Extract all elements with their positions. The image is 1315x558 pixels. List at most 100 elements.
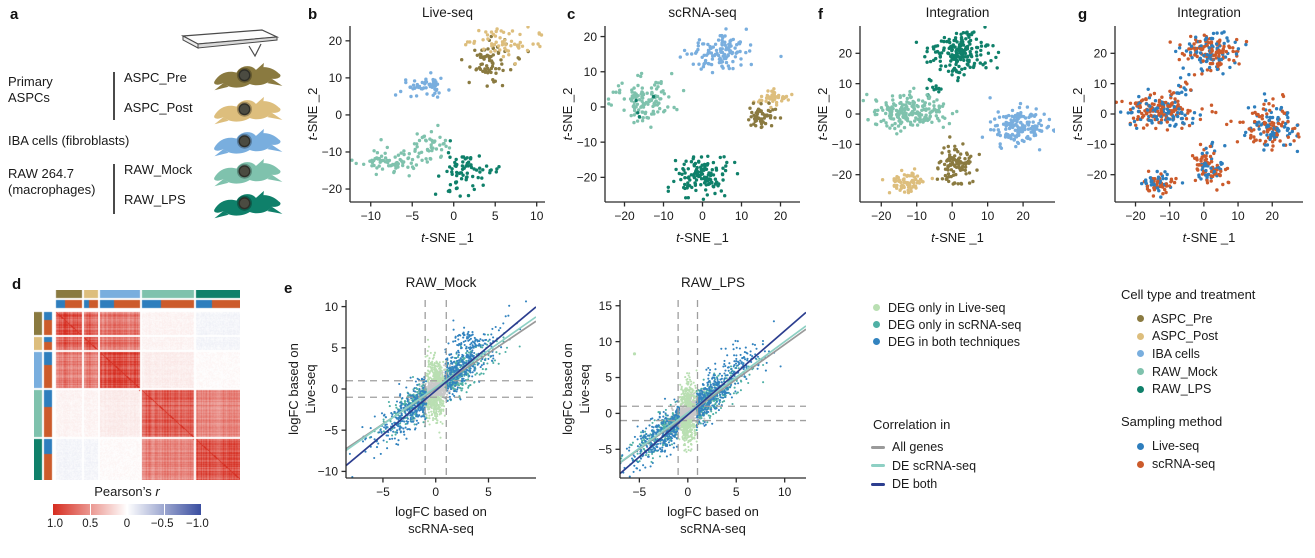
deg-both-swatch — [873, 338, 880, 345]
x-tick-label: −20 — [614, 209, 635, 223]
x-tick-label: −10 — [1160, 209, 1181, 223]
panel-b-live-seq-tsne: b −10 −5 0 5 10 −20 −10 0 10 20 Live-seq t-SNE _1 t-… — [300, 0, 555, 257]
y-tick-label: 10 — [839, 77, 853, 91]
live-seq-tsne-plot: −10 −5 0 5 10 −20 −10 0 10 20 Live-seq t-SNE _1 t-SN… — [305, 5, 545, 245]
y-axis-label: logFC based on — [286, 343, 301, 435]
plot-title: Integration — [926, 5, 990, 20]
y-tick-label: 5 — [605, 371, 612, 385]
x-tick-label: −20 — [1125, 209, 1146, 223]
x-axis-label: logFC based on — [395, 504, 487, 519]
colorbar-title: Pearson’s r — [94, 484, 160, 499]
x-axis-label: scRNA-seq — [680, 521, 746, 536]
correlation-legend-title: Correlation in — [873, 417, 951, 432]
y-tick-label: 0 — [335, 108, 342, 122]
legend-item-iba-cells: IBA cells — [1121, 345, 1255, 363]
x-axis-label: t-SNE _1 — [1183, 230, 1236, 245]
y-axis-label: t-SNE _2 — [1070, 88, 1085, 141]
colorbar-tick — [90, 504, 91, 515]
legend-item-aspc-pre: ASPC_Pre — [1121, 310, 1255, 328]
legend-item-scrna-seq: scRNA-seq — [1121, 455, 1222, 473]
points-layer — [860, 26, 1055, 195]
group-label-raw-264: RAW 264.7 (macrophages) — [8, 166, 96, 197]
legend-item-label: DE both — [892, 477, 938, 492]
points-layer — [1115, 30, 1301, 199]
iba-cells-swatch — [1137, 350, 1144, 358]
integration-sampling-tsne-plot: −20 −10 0 10 20 −20 −10 0 10 20 Integration t-SNE _… — [1070, 5, 1303, 245]
x-tick-label: −5 — [405, 209, 419, 223]
legend-item-de-both: DE both — [853, 475, 976, 494]
legend-item-label: RAW_LPS — [1152, 382, 1212, 397]
y-tick-label: 0 — [1100, 107, 1107, 121]
legend-item-de-scrna: DE scRNA-seq — [853, 457, 976, 476]
y-tick-label: −10 — [318, 465, 339, 479]
y-tick-label: −20 — [322, 182, 343, 196]
x-tick-label: 10 — [981, 209, 995, 223]
x-axis-label: t-SNE _1 — [421, 230, 474, 245]
raw-lps-label: RAW_LPS — [124, 192, 186, 207]
x-tick-label: −10 — [653, 209, 674, 223]
x-tick-label: −10 — [907, 209, 928, 223]
aspc-post-label: ASPC_Post — [124, 100, 193, 115]
legend-item-deg-live: DEG only in Live-seq — [853, 299, 1021, 316]
group-bracket — [113, 164, 115, 214]
plot-title: Integration — [1177, 5, 1241, 20]
fit-line — [620, 325, 806, 464]
x-tick-label: 10 — [530, 209, 544, 223]
y-tick-label: 15 — [599, 299, 613, 313]
panel-f-integration-tsne: f −20 −10 0 10 20 −20 −10 0 10 20 Integration t-SNE… — [810, 0, 1065, 257]
y-tick-label: −10 — [1087, 138, 1108, 152]
cell-type-legend: Cell type and treatment ASPC_Pre ASPC_Po… — [1121, 287, 1255, 398]
extraction-probe-icon — [180, 29, 280, 58]
scrna-seq-tsne-plot: −20 −10 0 10 20 −20 −10 0 10 20 scRNA-seq t-SNE _1 t… — [560, 5, 800, 245]
cell-type-legend-title: Cell type and treatment — [1121, 287, 1256, 302]
fit-lines-layer — [620, 311, 806, 475]
legend-item-label: DEG only in scRNA-seq — [888, 317, 1022, 332]
x-tick-label: −10 — [361, 209, 382, 223]
x-tick-label: 20 — [1266, 209, 1280, 223]
raw-mock-swatch — [1137, 368, 1144, 376]
y-tick-label: 0 — [845, 107, 852, 121]
x-tick-label: 0 — [949, 209, 956, 223]
y-tick-label: 0 — [590, 100, 597, 114]
panel-e-raw-lps-scatter: −5 0 5 10 −5 0 5 10 15 RAW_LPS logFC based on scRNA… — [556, 270, 818, 558]
y-tick-label: −5 — [324, 423, 338, 437]
panel-a-schematic: a Primary ASPCs ASPC_Pre ASPC_Post — [0, 0, 300, 258]
deg-legend: DEG only in Live-seq DEG only in scRNA-s… — [853, 299, 1021, 350]
panel-e-raw-mock-scatter: e −5 0 5 −10 −5 0 5 10 RAW_Mock logFC based on scR… — [282, 270, 548, 558]
y-axis-label: Live-seq — [577, 364, 592, 413]
aspc-pre-label: ASPC_Pre — [124, 70, 187, 85]
axes — [345, 26, 545, 207]
legend-item-label: DEG only in Live-seq — [888, 300, 1006, 315]
legend-item-label: scRNA-seq — [1152, 457, 1216, 471]
panel-c-scrna-seq-tsne: c −20 −10 0 10 20 −20 −10 0 10 20 scRNA-seq t-SNE _… — [555, 0, 810, 257]
y-tick-label: 10 — [325, 300, 339, 314]
x-tick-label: 10 — [778, 485, 792, 499]
legend-item-label: All genes — [892, 440, 944, 455]
panel-label-e: e — [284, 280, 293, 297]
aspc-post-cell-icon — [212, 96, 284, 126]
y-tick-label: −10 — [322, 145, 343, 159]
x-tick-label: 5 — [733, 485, 740, 499]
live-seq-swatch — [1137, 442, 1144, 450]
x-tick-label: 0 — [699, 209, 706, 223]
y-tick-label: −20 — [1087, 168, 1108, 182]
raw-mock-logfc-plot: −5 0 5 −10 −5 0 5 10 RAW_Mock logFC based on scRNA… — [286, 275, 536, 536]
y-tick-label: 5 — [331, 341, 338, 355]
x-axis-label: logFC based on — [667, 504, 759, 519]
x-tick-label: 5 — [492, 209, 499, 223]
x-tick-label: −5 — [376, 485, 390, 499]
pearson-colorbar-block: Pearson’s r 1.0 0.5 0 −0.5 −1.0 — [42, 484, 212, 532]
legend-item-label: DE scRNA-seq — [892, 458, 977, 473]
y-tick-label: −10 — [577, 135, 598, 149]
legend-item-aspc-post: ASPC_Post — [1121, 328, 1255, 346]
aspc-pre-cell-icon — [212, 62, 284, 92]
de-both-line-swatch — [871, 482, 885, 486]
legend-item-raw-lps: RAW_LPS — [1121, 380, 1255, 398]
points-layer — [350, 26, 544, 198]
plot-title: RAW_LPS — [681, 275, 745, 290]
x-tick-label: 10 — [735, 209, 749, 223]
axes — [1110, 26, 1303, 207]
y-tick-label: 10 — [599, 335, 613, 349]
y-tick-label: 20 — [584, 30, 598, 44]
fit-lines-layer — [346, 306, 536, 467]
